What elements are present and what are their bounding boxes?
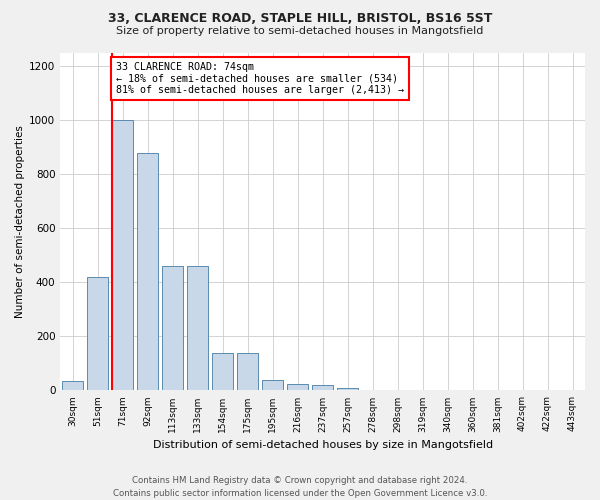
Bar [287, 384, 308, 390]
Bar [262, 380, 283, 390]
Bar [312, 385, 333, 390]
Text: Contains HM Land Registry data © Crown copyright and database right 2024.
Contai: Contains HM Land Registry data © Crown c… [113, 476, 487, 498]
Y-axis label: Number of semi-detached properties: Number of semi-detached properties [15, 125, 25, 318]
Bar [162, 266, 184, 390]
Text: 33 CLARENCE ROAD: 74sqm
← 18% of semi-detached houses are smaller (534)
81% of s: 33 CLARENCE ROAD: 74sqm ← 18% of semi-de… [116, 62, 404, 95]
Text: 33, CLARENCE ROAD, STAPLE HILL, BRISTOL, BS16 5ST: 33, CLARENCE ROAD, STAPLE HILL, BRISTOL,… [108, 12, 492, 26]
Text: Size of property relative to semi-detached houses in Mangotsfield: Size of property relative to semi-detach… [116, 26, 484, 36]
Bar [337, 388, 358, 390]
Bar [237, 352, 258, 391]
Bar [112, 120, 133, 390]
Bar [62, 381, 83, 390]
Bar [187, 266, 208, 390]
Bar [212, 352, 233, 391]
X-axis label: Distribution of semi-detached houses by size in Mangotsfield: Distribution of semi-detached houses by … [152, 440, 493, 450]
Bar [87, 277, 109, 390]
Bar [137, 152, 158, 390]
